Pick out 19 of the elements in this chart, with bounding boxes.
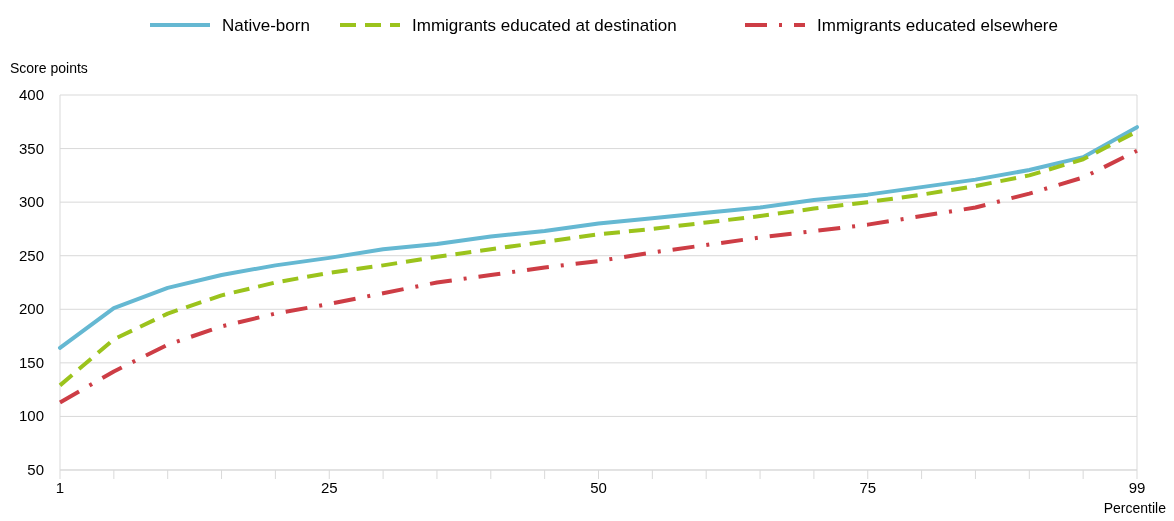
x-tick-label: 50 — [590, 479, 607, 496]
x-tick-label: 75 — [859, 479, 877, 496]
x-tick-label: 99 — [1128, 479, 1146, 496]
legend-label: Native-born — [222, 16, 310, 35]
y-tick-label: 150 — [18, 353, 44, 371]
y-tick-label: 100 — [18, 407, 44, 425]
y-tick-label: 250 — [18, 246, 44, 264]
y-tick-label: 50 — [27, 461, 44, 478]
legend-label: Immigrants educated elsewhere — [817, 16, 1058, 35]
legend-label: Immigrants educated at destination — [412, 16, 677, 35]
y-tick-label: 200 — [18, 300, 44, 318]
x-axis-title: Percentile — [1103, 500, 1167, 516]
x-tick-label: 25 — [320, 479, 338, 496]
line-series — [58, 125, 1139, 350]
y-tick-label: 300 — [18, 193, 44, 211]
y-tick-label: 400 — [18, 86, 44, 103]
y-axis-title: Score points — [10, 60, 88, 76]
x-tick-label: 1 — [55, 479, 65, 496]
y-tick-label: 350 — [18, 139, 44, 157]
